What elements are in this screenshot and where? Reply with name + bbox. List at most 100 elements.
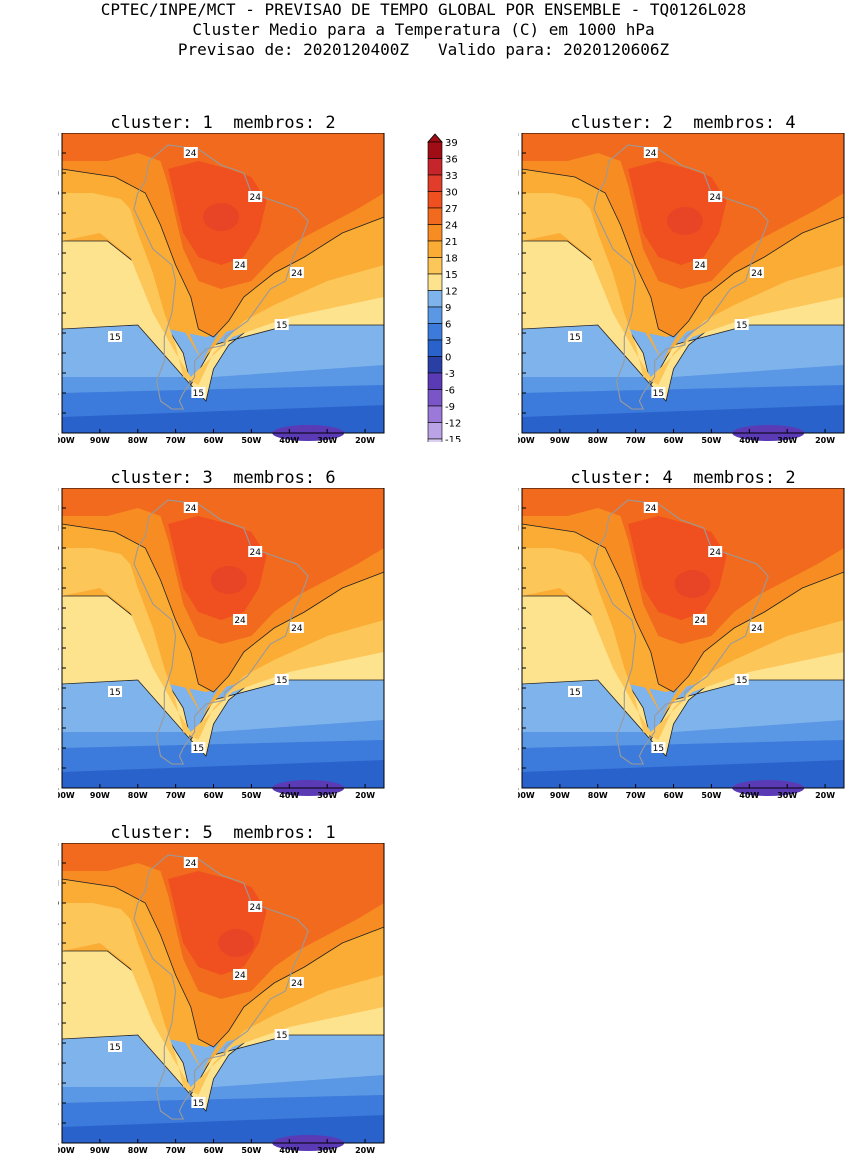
lon-label: 40W — [279, 1146, 299, 1155]
colorbar-swatch — [427, 422, 443, 440]
lat-label: 35S — [58, 684, 59, 693]
temperature-band — [522, 516, 844, 716]
lat-label: 10S — [518, 584, 519, 593]
lat-label: EQ — [58, 899, 59, 908]
coastline — [593, 499, 769, 765]
colorbar-label: -6 — [445, 386, 455, 397]
lon-label: 20W — [815, 436, 835, 445]
colorbar-top-arrow — [427, 133, 443, 143]
lat-label: EQ — [58, 189, 59, 198]
temperature-band — [62, 161, 384, 361]
map-frame — [61, 843, 385, 1144]
contour-label-bg — [643, 147, 658, 158]
lat-label: 10N — [518, 149, 519, 158]
hot-spot — [218, 929, 255, 957]
lat-label: 5S — [58, 209, 59, 218]
colorbar-swatch — [427, 356, 443, 374]
coastline — [133, 854, 309, 1120]
panel-title: cluster: 2 membros: 4 — [570, 113, 796, 133]
contour-label: 24 — [645, 504, 657, 514]
lat-label: 10S — [58, 584, 59, 593]
lat-label: 50S — [58, 744, 59, 753]
map-frame — [61, 488, 385, 789]
colorbar-swatch — [427, 438, 443, 442]
lat-label: 25S — [518, 289, 519, 298]
temperature-band — [62, 891, 384, 1095]
contour-label: 24 — [249, 548, 261, 558]
contour-label-bg — [734, 319, 749, 330]
lon-label: 90W — [90, 791, 110, 800]
lon-label: 70W — [166, 436, 186, 445]
colorbar-swatch — [427, 158, 443, 176]
colorbar-swatch — [427, 323, 443, 341]
temperature-band — [522, 161, 844, 361]
lon-label: 70W — [166, 1146, 186, 1155]
colorbar-swatch — [427, 273, 443, 291]
contour-label: 24 — [249, 193, 261, 203]
lon-label: 40W — [279, 436, 299, 445]
lat-label: 50S — [518, 389, 519, 398]
colorbar-label: 6 — [445, 320, 451, 331]
lon-label: 40W — [279, 791, 299, 800]
contour-label: 15 — [109, 333, 120, 343]
contour-label-bg — [183, 857, 198, 868]
colorbar-label: 9 — [445, 303, 451, 314]
colorbar-swatch — [427, 191, 443, 209]
lat-label: 10N — [58, 149, 59, 158]
lat-label: 25S — [58, 999, 59, 1008]
cluster-panel-4: cluster: 4 membros: 2 15N 10N 5N EQ 5S 10S 15S… — [518, 468, 847, 800]
lon-label: 50W — [241, 436, 261, 445]
contour-label: 15 — [193, 1099, 204, 1109]
contour-label-bg — [289, 622, 304, 633]
lat-label: 60S — [58, 784, 59, 793]
hot-spot — [674, 570, 711, 598]
contour-label: 15 — [569, 333, 580, 343]
contour-label-bg — [233, 614, 248, 625]
lat-label: 15N — [518, 133, 519, 138]
lat-label: 60S — [58, 1139, 59, 1148]
contour-label-bg — [183, 502, 198, 513]
temperature-band — [62, 181, 384, 385]
colorbar-label: 30 — [445, 188, 458, 199]
lat-label: 25S — [58, 289, 59, 298]
contour-label: 24 — [709, 193, 721, 203]
lat-label: 5N — [58, 524, 59, 533]
temperature-map: 15N 10N 5N EQ 5S 10S 15S 20S 25S 30S 35S 40S 45S 50S 5… — [518, 488, 845, 800]
lon-label: 100W — [58, 791, 75, 800]
contour-label-bg — [274, 674, 289, 685]
lat-label: 45S — [518, 369, 519, 378]
lat-label: 50S — [58, 389, 59, 398]
contour-label: 15 — [736, 676, 747, 686]
temperature-band — [62, 536, 384, 740]
contour-label: 24 — [234, 971, 246, 981]
coastline — [593, 144, 769, 410]
lat-label: 45S — [518, 724, 519, 733]
colorbar-label: -3 — [445, 369, 455, 380]
lon-label: 50W — [701, 791, 721, 800]
lat-label: 45S — [58, 369, 59, 378]
lat-label: 50S — [58, 1099, 59, 1108]
lat-label: 5N — [518, 169, 519, 178]
lon-label: 90W — [90, 436, 110, 445]
panel-title: cluster: 5 membros: 1 — [110, 823, 336, 843]
lon-label: 70W — [166, 791, 186, 800]
lon-label: 80W — [128, 436, 148, 445]
colorbar-swatch — [427, 174, 443, 192]
lat-label: 60S — [518, 429, 519, 438]
colorbar-label: -9 — [445, 402, 455, 413]
coastline — [133, 144, 309, 410]
lon-label: 30W — [317, 791, 337, 800]
contour-label-bg — [191, 1097, 206, 1108]
contour-label: 24 — [234, 261, 246, 271]
hot-spot — [210, 566, 247, 594]
lon-label: 90W — [90, 1146, 110, 1155]
contour-label-bg — [708, 191, 723, 202]
cluster-panel-5: cluster: 5 membros: 1 15N 10N 5N EQ 5S 10S 15S… — [58, 823, 388, 1155]
contour-label: 24 — [751, 624, 763, 634]
contour-label: 15 — [569, 688, 580, 698]
lat-label: EQ — [518, 189, 519, 198]
cluster-panel-2: cluster: 2 membros: 4 15N 10N 5N EQ 5S 10S 15S… — [518, 113, 847, 445]
contour-label: 15 — [653, 389, 664, 399]
contour-label-bg — [191, 742, 206, 753]
contour-label-bg — [108, 331, 123, 342]
